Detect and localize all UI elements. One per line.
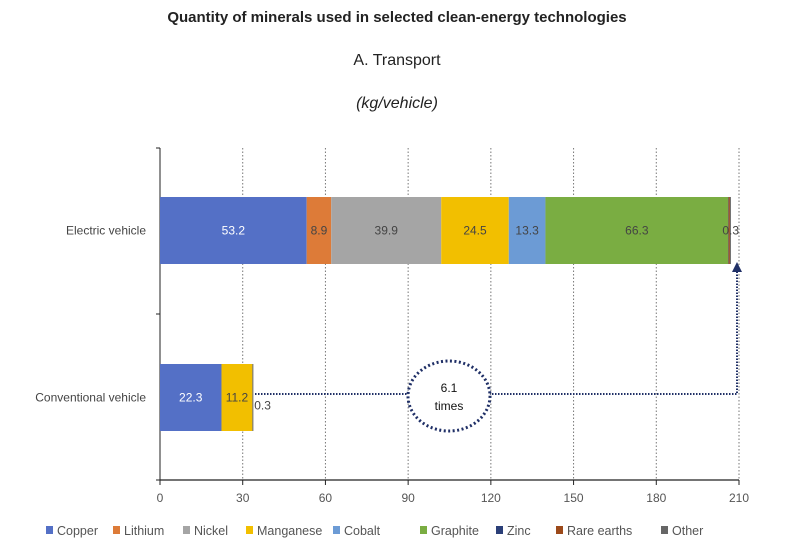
data-label: 8.9 [311,224,328,238]
annotation-circle [406,359,492,433]
bar-segment-manganese [221,364,253,431]
legend-label: Zinc [507,524,531,538]
chart-subtitle: A. Transport [353,52,441,69]
bar-segment-copper [160,197,307,264]
bar-segment-other [252,364,254,431]
legend-swatch [46,526,53,534]
data-label: 13.3 [515,224,539,238]
x-tick-label: 180 [646,491,666,505]
data-label: 66.3 [625,224,649,238]
data-label: 22.3 [179,391,203,405]
legend-label: Other [672,524,703,538]
arrow-head-icon [732,262,742,272]
comparison-connector [255,272,738,395]
x-tick-label: 60 [319,491,333,505]
legend-label: Cobalt [344,524,381,538]
legend-label: Manganese [257,524,322,538]
bar-segment-copper [160,364,222,431]
x-tick-label: 30 [236,491,250,505]
data-label: 0.3 [722,224,739,238]
legend-swatch [420,526,427,534]
bar-segment-manganese [441,197,509,264]
legend-swatch [113,526,120,534]
bar-segment-other [729,197,731,264]
legend-swatch [661,526,668,534]
legend-swatch [333,526,340,534]
chart-unit: (kg/vehicle) [356,95,438,112]
legend-swatch [246,526,253,534]
legend-label: Nickel [194,524,228,538]
data-label: 39.9 [375,224,399,238]
data-label: 24.5 [463,224,487,238]
legend-label: Lithium [124,524,164,538]
category-label: Electric vehicle [66,224,146,238]
x-tick-label: 120 [481,491,501,505]
legend-swatch [496,526,503,534]
x-tick-label: 0 [157,491,164,505]
bar-segment-lithium [306,197,332,264]
data-label: 53.2 [222,224,246,238]
chart-title: Quantity of minerals used in selected cl… [167,9,627,26]
data-label: 11.2 [226,391,249,405]
bar-segment-cobalt [508,197,546,264]
bar-segment-graphite [545,197,729,264]
bar-segment-nickel [331,197,442,264]
category-label: Conventional vehicle [35,391,146,405]
annotation-value: 6.1 [441,381,458,395]
x-tick-label: 210 [729,491,749,505]
legend-label: Rare earths [567,524,632,538]
legend-label: Copper [57,524,98,538]
annotation-text: times [435,399,464,413]
x-tick-label: 150 [564,491,584,505]
legend-swatch [556,526,563,534]
data-label: 0.3 [254,399,271,413]
legend-swatch [183,526,190,534]
bar-segment-rare-earths [728,197,730,264]
x-tick-label: 90 [401,491,415,505]
legend-label: Graphite [431,524,479,538]
